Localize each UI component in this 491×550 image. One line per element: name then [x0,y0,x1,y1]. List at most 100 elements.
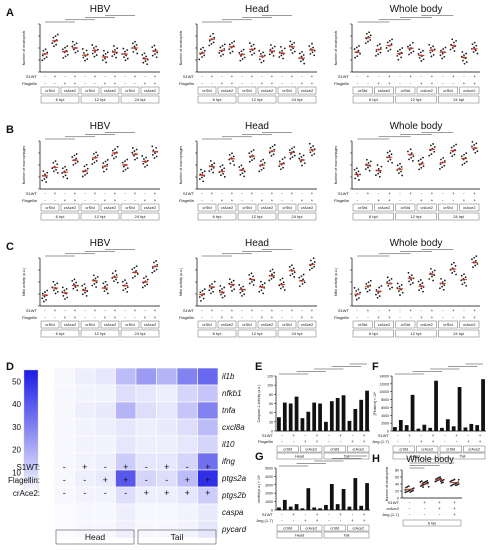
group-box [297,203,317,212]
mean-marker [300,279,304,282]
data-point [439,54,442,57]
data-point [61,286,64,289]
mean-marker [398,287,402,290]
sign: + [377,81,380,86]
data-point [56,33,59,36]
column-title: Head [245,121,269,132]
time-box [352,329,394,338]
data-point [270,277,273,280]
mean-marker [356,51,359,54]
data-point [298,157,301,160]
data-point [396,50,399,53]
data-point [258,58,261,61]
sign: + [316,439,319,444]
data-point [141,155,144,157]
heatmap-cell [115,435,137,454]
group-box [438,320,458,329]
data-point [221,288,223,290]
sign: + [271,315,274,320]
data-point [263,282,266,285]
data-point [81,175,84,178]
time-box [80,95,120,104]
sign: - [64,308,66,313]
data-point [430,46,432,49]
sign: - [291,81,293,86]
time-label: 24 hpi [292,331,303,336]
group-box [277,203,297,212]
data-point [124,287,127,290]
data-point [223,295,226,297]
mean-marker [388,44,391,47]
data-point [428,278,431,280]
data-point [303,281,306,284]
data-point [368,289,371,291]
data-point [422,486,424,489]
sign: - [399,198,401,203]
column-title: Head [245,4,269,15]
heatmap-cell [135,418,157,437]
sign: - [463,308,465,313]
data-point [404,491,407,494]
data-point [105,61,107,64]
group-label: crAce2 [104,322,117,327]
group-label: crStd [85,322,94,327]
data-point [377,53,380,56]
data-point [258,290,261,293]
sign: + [211,308,214,313]
sign: + [301,81,304,86]
mean-marker [230,45,234,48]
data-point [114,270,117,272]
annotation-sign: - [186,462,189,472]
data-point [368,169,371,172]
mean-marker [43,294,47,297]
sign: + [251,74,254,79]
sign: + [104,315,107,320]
sign: - [251,198,253,203]
data-point [355,167,358,170]
data-point [375,174,377,177]
data-point [273,144,276,146]
time-label: 24 hpi [135,214,146,219]
mean-marker [153,265,157,268]
data-point [472,51,475,53]
sign: - [397,439,399,444]
data-point [260,289,263,292]
sign: - [367,315,369,320]
data-point [42,49,45,52]
time-box [395,329,437,338]
data-point [66,45,69,48]
data-point [425,480,427,483]
mean-marker [200,52,204,55]
sign: + [94,308,97,313]
sign: + [301,315,304,320]
sign: + [144,315,147,320]
data-point [220,293,222,296]
group-label: crStd [282,322,291,327]
data-point [202,46,205,49]
data-point [200,168,202,171]
sign: - [84,74,86,79]
sign: + [154,81,157,86]
group-box [374,86,394,95]
data-point [475,255,478,258]
time-label: 24 hpi [135,97,146,102]
sign: + [261,315,264,320]
gene-label: il1b [222,372,235,381]
data-point [83,51,85,54]
data-point [75,42,78,45]
data-point [442,288,445,291]
mean-marker [430,148,434,151]
sign: - [378,74,380,79]
sign: + [388,308,391,313]
sign: - [241,191,243,196]
data-point [270,154,273,157]
data-point [222,172,225,175]
mean-marker [63,291,67,294]
sign: + [114,81,117,86]
sign: - [444,439,446,444]
mean-marker [270,274,274,277]
data-point [155,147,158,149]
data-point [282,57,284,60]
data-point [72,163,75,166]
